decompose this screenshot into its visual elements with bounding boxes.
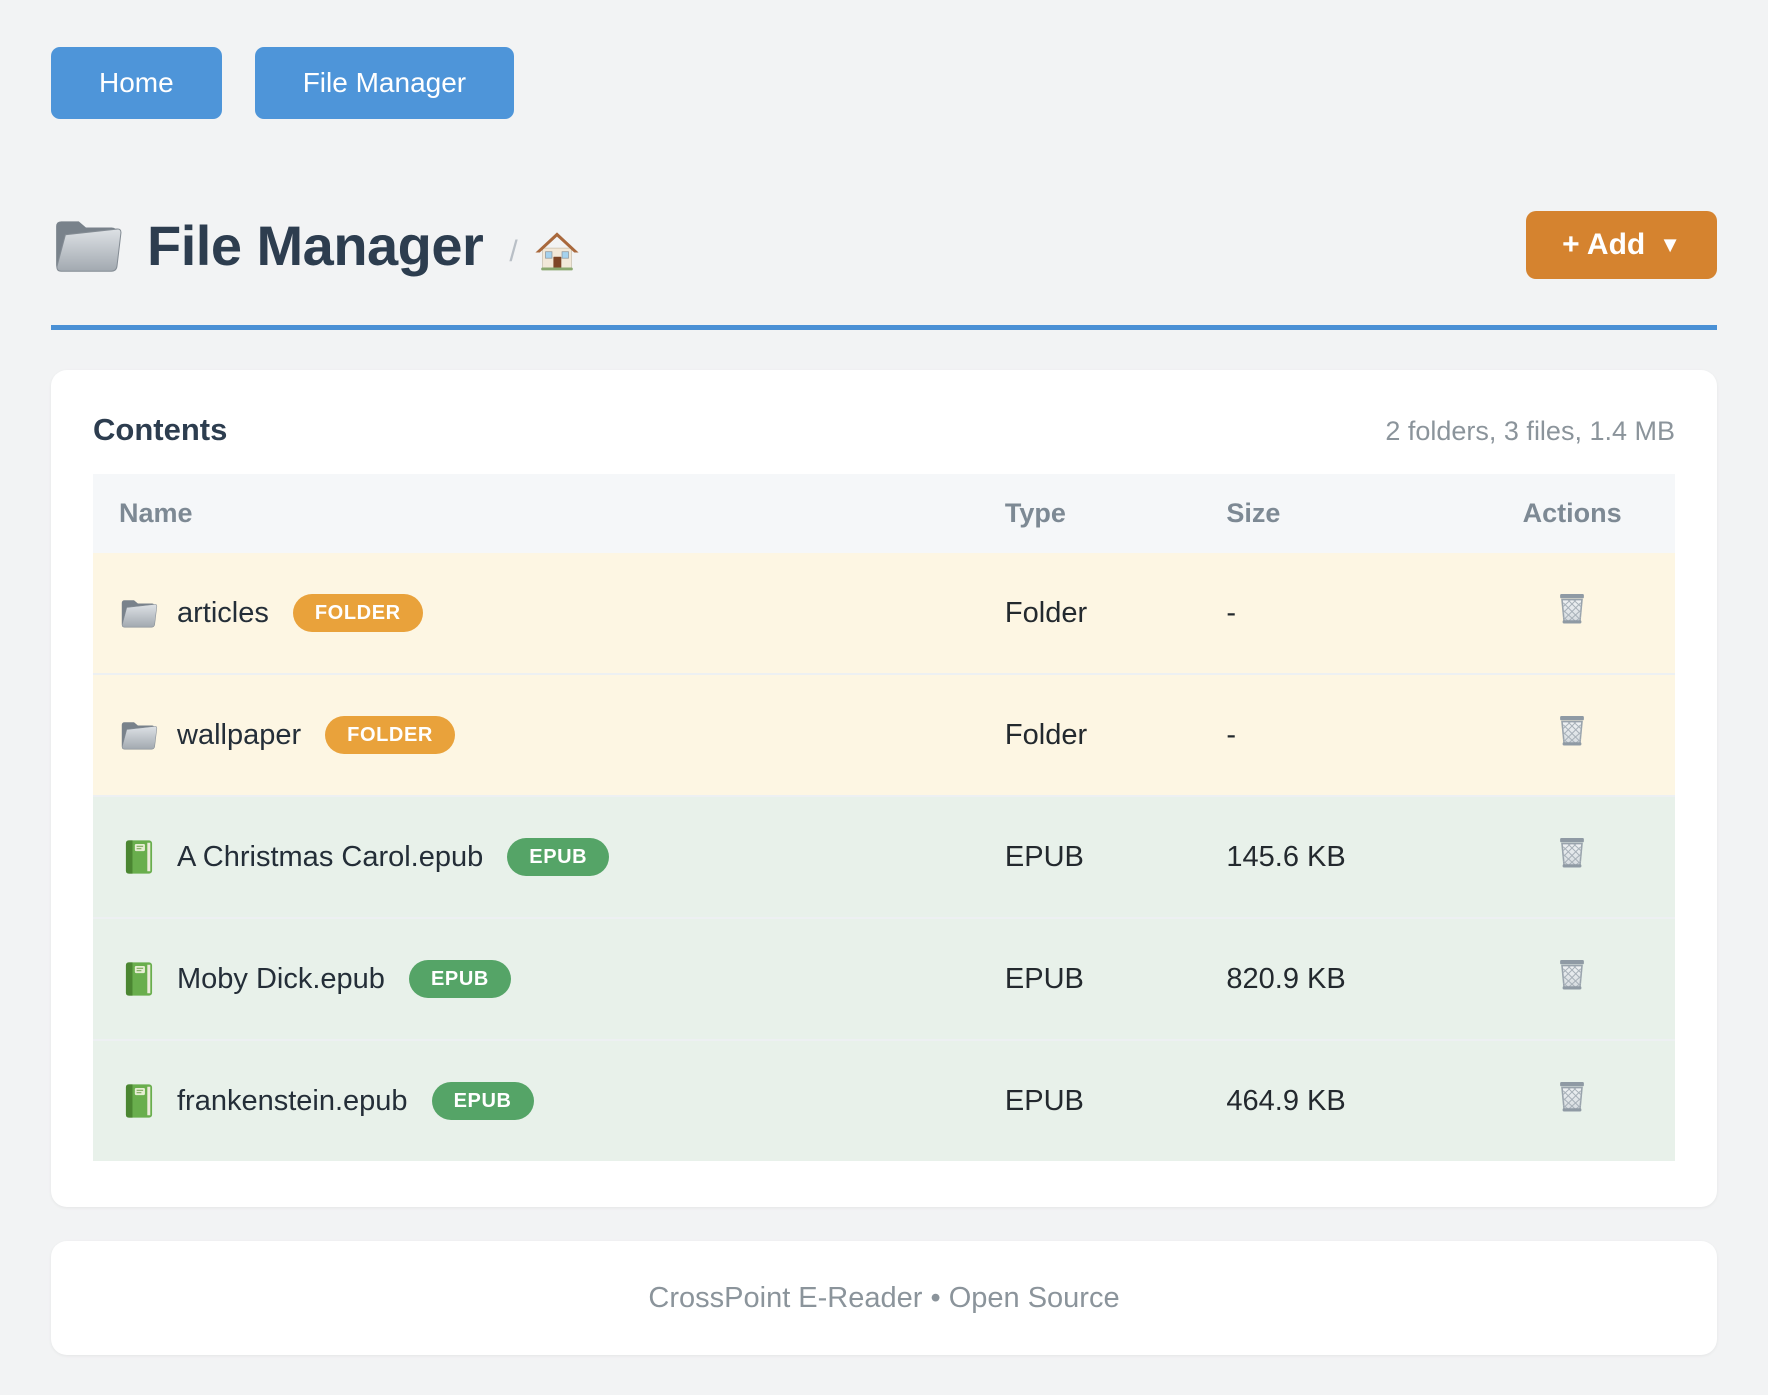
file-table: Name Type Size Actions articles <box>93 474 1675 1161</box>
delete-button[interactable] <box>1552 711 1592 751</box>
contents-title: Contents <box>93 412 228 447</box>
top-navigation: Home File Manager <box>51 47 1717 119</box>
caret-down-icon: ▼ <box>1659 232 1681 257</box>
column-header-name: Name <box>119 498 193 528</box>
actions-cell <box>1469 553 1675 674</box>
footer: CrossPoint E-Reader • Open Source <box>51 1241 1717 1355</box>
size-cell: - <box>1226 596 1237 629</box>
add-button-label: + Add <box>1562 228 1646 261</box>
column-header-actions: Actions <box>1522 498 1622 528</box>
nav-file-manager-button[interactable]: File Manager <box>254 47 515 119</box>
contents-card: Contents 2 folders, 3 files, 1.4 MB Name… <box>51 370 1717 1207</box>
delete-button[interactable] <box>1552 589 1592 629</box>
page-header: File Manager / + Add ▼ <box>51 211 1717 279</box>
epub-badge: EPUB <box>408 960 511 998</box>
column-header-type: Type <box>1004 498 1066 528</box>
nav-home-button[interactable]: Home <box>51 47 222 119</box>
trash-icon <box>1560 1082 1585 1112</box>
table-row: A Christmas Carol.epub EPUB EPUB 145.6 K… <box>93 796 1675 918</box>
delete-button[interactable] <box>1552 1077 1592 1117</box>
folder-icon <box>121 722 158 750</box>
actions-cell <box>1469 1040 1675 1161</box>
table-row: articles FOLDER Folder - <box>93 553 1675 674</box>
type-cell: EPUB <box>1004 1084 1084 1117</box>
delete-button[interactable] <box>1552 955 1592 995</box>
folder-badge: FOLDER <box>292 594 423 632</box>
breadcrumb-separator: / <box>509 235 518 268</box>
table-header-row: Name Type Size Actions <box>93 474 1675 553</box>
green-book-icon <box>125 840 153 874</box>
column-header-size: Size <box>1226 498 1281 528</box>
name-cell: A Christmas Carol.epub EPUB <box>93 796 979 918</box>
contents-card-header: Contents 2 folders, 3 files, 1.4 MB <box>93 412 1675 448</box>
actions-cell <box>1469 674 1675 796</box>
folder-badge: FOLDER <box>325 716 455 754</box>
item-name-link[interactable]: frankenstein.epub <box>177 1084 408 1117</box>
table-row: wallpaper FOLDER Folder - <box>93 674 1675 796</box>
name-cell: Moby Dick.epub EPUB <box>93 918 979 1040</box>
table-row: Moby Dick.epub EPUB EPUB 820.9 KB <box>93 918 1675 1040</box>
add-button[interactable]: + Add ▼ <box>1526 211 1717 279</box>
green-book-icon <box>125 962 153 996</box>
size-cell: 464.9 KB <box>1226 1084 1346 1117</box>
trash-icon <box>1560 838 1585 868</box>
name-cell: articles FOLDER <box>93 553 979 674</box>
actions-cell <box>1469 796 1675 918</box>
footer-text: CrossPoint E-Reader • Open Source <box>648 1281 1120 1314</box>
size-cell: 145.6 KB <box>1226 840 1346 873</box>
epub-badge: EPUB <box>431 1082 534 1120</box>
item-name-link[interactable]: Moby Dick.epub <box>177 962 385 995</box>
size-cell: 820.9 KB <box>1226 962 1346 995</box>
trash-icon <box>1560 594 1585 624</box>
folder-icon <box>121 600 158 628</box>
green-book-icon <box>125 1084 153 1118</box>
home-icon[interactable] <box>534 228 580 274</box>
table-row: frankenstein.epub EPUB EPUB 464.9 KB <box>93 1040 1675 1161</box>
title-group: File Manager / <box>51 213 580 278</box>
type-cell: EPUB <box>1004 840 1084 873</box>
type-cell: Folder <box>1004 596 1088 629</box>
type-cell: EPUB <box>1004 962 1084 995</box>
item-name-link[interactable]: A Christmas Carol.epub <box>177 840 484 873</box>
size-cell: - <box>1226 718 1237 751</box>
item-name-link[interactable]: wallpaper <box>177 718 302 751</box>
trash-icon <box>1560 960 1585 990</box>
contents-summary: 2 folders, 3 files, 1.4 MB <box>1385 416 1675 446</box>
header-divider <box>51 325 1717 330</box>
epub-badge: EPUB <box>507 838 610 876</box>
type-cell: Folder <box>1004 718 1088 751</box>
folder-icon <box>56 221 122 272</box>
trash-icon <box>1560 716 1585 746</box>
page-title: File Manager <box>147 213 484 277</box>
actions-cell <box>1469 918 1675 1040</box>
item-name-link[interactable]: articles <box>177 596 269 629</box>
name-cell: frankenstein.epub EPUB <box>93 1040 979 1161</box>
delete-button[interactable] <box>1552 833 1592 873</box>
name-cell: wallpaper FOLDER <box>93 674 979 796</box>
